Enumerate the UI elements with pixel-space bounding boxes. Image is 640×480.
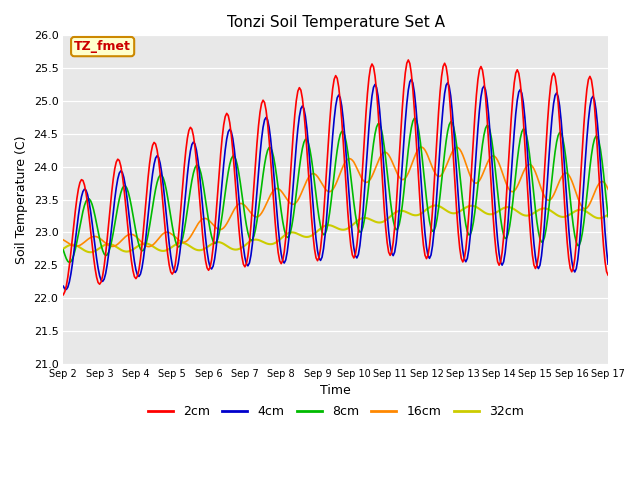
4cm: [541, 220, 548, 226]
4cm: [371, 82, 379, 87]
32cm: [163, 248, 170, 253]
4cm: [401, 119, 409, 124]
32cm: [86, 249, 94, 255]
8cm: [65, 260, 73, 265]
2cm: [604, 272, 612, 278]
16cm: [371, 166, 379, 172]
4cm: [163, 211, 170, 217]
4cm: [389, 253, 397, 259]
Title: Tonzi Soil Temperature Set A: Tonzi Soil Temperature Set A: [227, 15, 445, 30]
2cm: [388, 249, 396, 255]
2cm: [161, 221, 168, 227]
16cm: [418, 144, 426, 150]
2cm: [539, 193, 547, 199]
8cm: [604, 214, 612, 220]
16cm: [163, 229, 170, 235]
16cm: [60, 237, 67, 243]
32cm: [389, 211, 397, 217]
Text: TZ_fmet: TZ_fmet: [74, 40, 131, 53]
X-axis label: Time: Time: [320, 384, 351, 397]
Line: 2cm: 2cm: [63, 60, 608, 295]
16cm: [401, 175, 409, 181]
32cm: [401, 209, 409, 215]
4cm: [408, 76, 415, 82]
2cm: [60, 292, 67, 298]
Y-axis label: Soil Temperature (C): Soil Temperature (C): [15, 135, 28, 264]
8cm: [389, 217, 397, 223]
16cm: [389, 161, 397, 167]
8cm: [60, 247, 67, 253]
4cm: [76, 202, 84, 208]
4cm: [604, 261, 612, 267]
8cm: [401, 175, 409, 181]
32cm: [604, 212, 612, 217]
4cm: [63, 287, 70, 292]
Line: 8cm: 8cm: [63, 118, 608, 263]
Line: 4cm: 4cm: [63, 79, 608, 289]
16cm: [75, 243, 83, 249]
Line: 16cm: 16cm: [63, 147, 608, 247]
8cm: [371, 131, 379, 137]
2cm: [75, 186, 83, 192]
4cm: [60, 283, 67, 289]
8cm: [410, 115, 418, 121]
Line: 32cm: 32cm: [63, 205, 608, 252]
32cm: [432, 203, 440, 208]
16cm: [541, 193, 548, 199]
32cm: [60, 246, 67, 252]
8cm: [541, 234, 548, 240]
32cm: [541, 205, 548, 211]
16cm: [604, 186, 612, 192]
2cm: [370, 64, 378, 70]
8cm: [76, 223, 84, 229]
2cm: [400, 85, 408, 91]
32cm: [371, 219, 379, 225]
2cm: [404, 57, 412, 63]
8cm: [163, 187, 170, 192]
16cm: [144, 244, 152, 250]
Legend: 2cm, 4cm, 8cm, 16cm, 32cm: 2cm, 4cm, 8cm, 16cm, 32cm: [143, 400, 529, 423]
32cm: [75, 244, 83, 250]
